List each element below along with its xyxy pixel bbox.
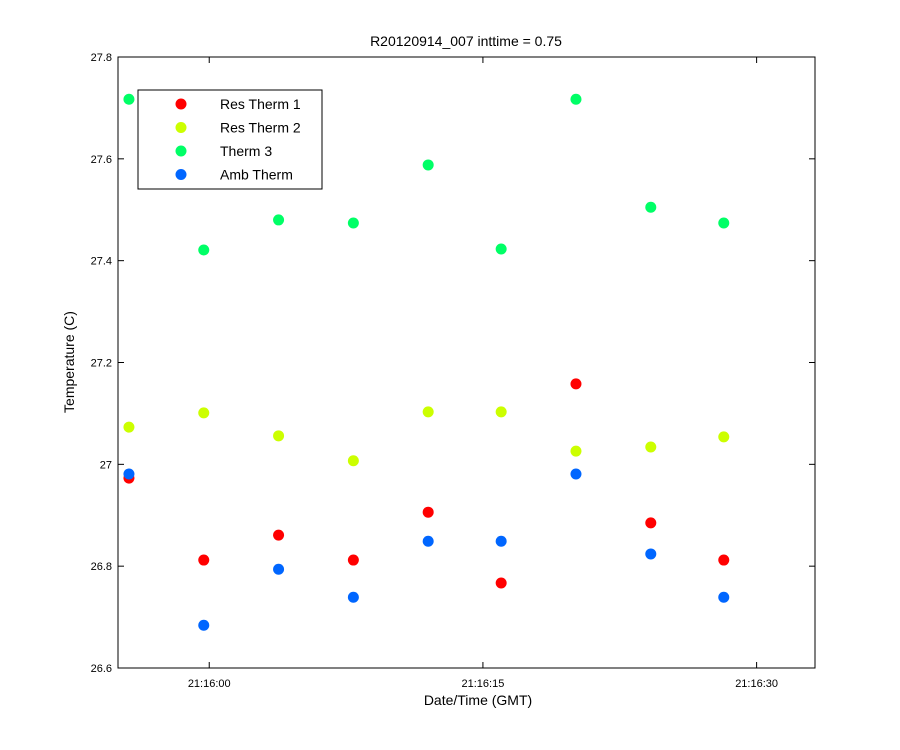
point <box>347 591 359 603</box>
point <box>347 455 359 467</box>
point <box>718 217 730 229</box>
point <box>123 93 135 105</box>
point <box>347 217 359 229</box>
point <box>570 378 582 390</box>
point <box>422 406 434 418</box>
x-tick-label: 21:16:15 <box>462 678 505 690</box>
point <box>198 244 210 256</box>
y-tick-label: 27.4 <box>91 256 112 268</box>
legend-marker <box>175 169 187 180</box>
x-axis-label: Date/Time (GMT) <box>424 692 532 708</box>
point <box>718 554 730 566</box>
point <box>273 563 285 575</box>
legend-marker <box>175 98 187 110</box>
y-tick-label: 27 <box>100 459 112 471</box>
point <box>645 201 657 213</box>
chart-title: R20120914_007 inttime = 0.75 <box>370 33 562 49</box>
point <box>645 441 657 453</box>
y-tick-label: 27.6 <box>91 154 112 166</box>
point <box>645 548 657 560</box>
y-tick-label: 27.8 <box>91 52 112 64</box>
point <box>422 535 434 547</box>
y-tick-label: 26.6 <box>91 663 112 675</box>
point <box>495 243 507 255</box>
y-tick-label: 26.8 <box>91 561 112 573</box>
legend-label: Res Therm 1 <box>220 96 301 112</box>
legend-label: Amb Therm <box>220 167 293 183</box>
point <box>198 554 210 566</box>
point <box>570 93 582 105</box>
point <box>347 554 359 566</box>
point <box>495 577 507 589</box>
legend-label: Res Therm 2 <box>220 120 301 136</box>
x-tick-label: 21:16:30 <box>735 678 778 690</box>
point <box>495 406 507 418</box>
point <box>422 159 434 171</box>
point <box>570 468 582 480</box>
legend-marker <box>175 122 187 133</box>
y-tick-label: 27.2 <box>91 358 112 370</box>
point <box>570 445 582 457</box>
point <box>718 591 730 603</box>
y-axis-label: Temperature (C) <box>61 311 77 413</box>
point <box>123 421 135 433</box>
point <box>718 431 730 443</box>
x-tick-label: 21:16:00 <box>188 678 231 690</box>
point <box>422 506 434 518</box>
point <box>495 535 507 547</box>
point <box>123 468 135 480</box>
point <box>273 430 285 442</box>
legend-label: Therm 3 <box>220 143 272 159</box>
point <box>198 407 210 419</box>
legend-box <box>137 89 323 190</box>
point <box>198 619 210 631</box>
point <box>645 517 657 529</box>
legend-marker <box>175 145 187 157</box>
point <box>273 529 285 541</box>
point <box>273 214 285 226</box>
